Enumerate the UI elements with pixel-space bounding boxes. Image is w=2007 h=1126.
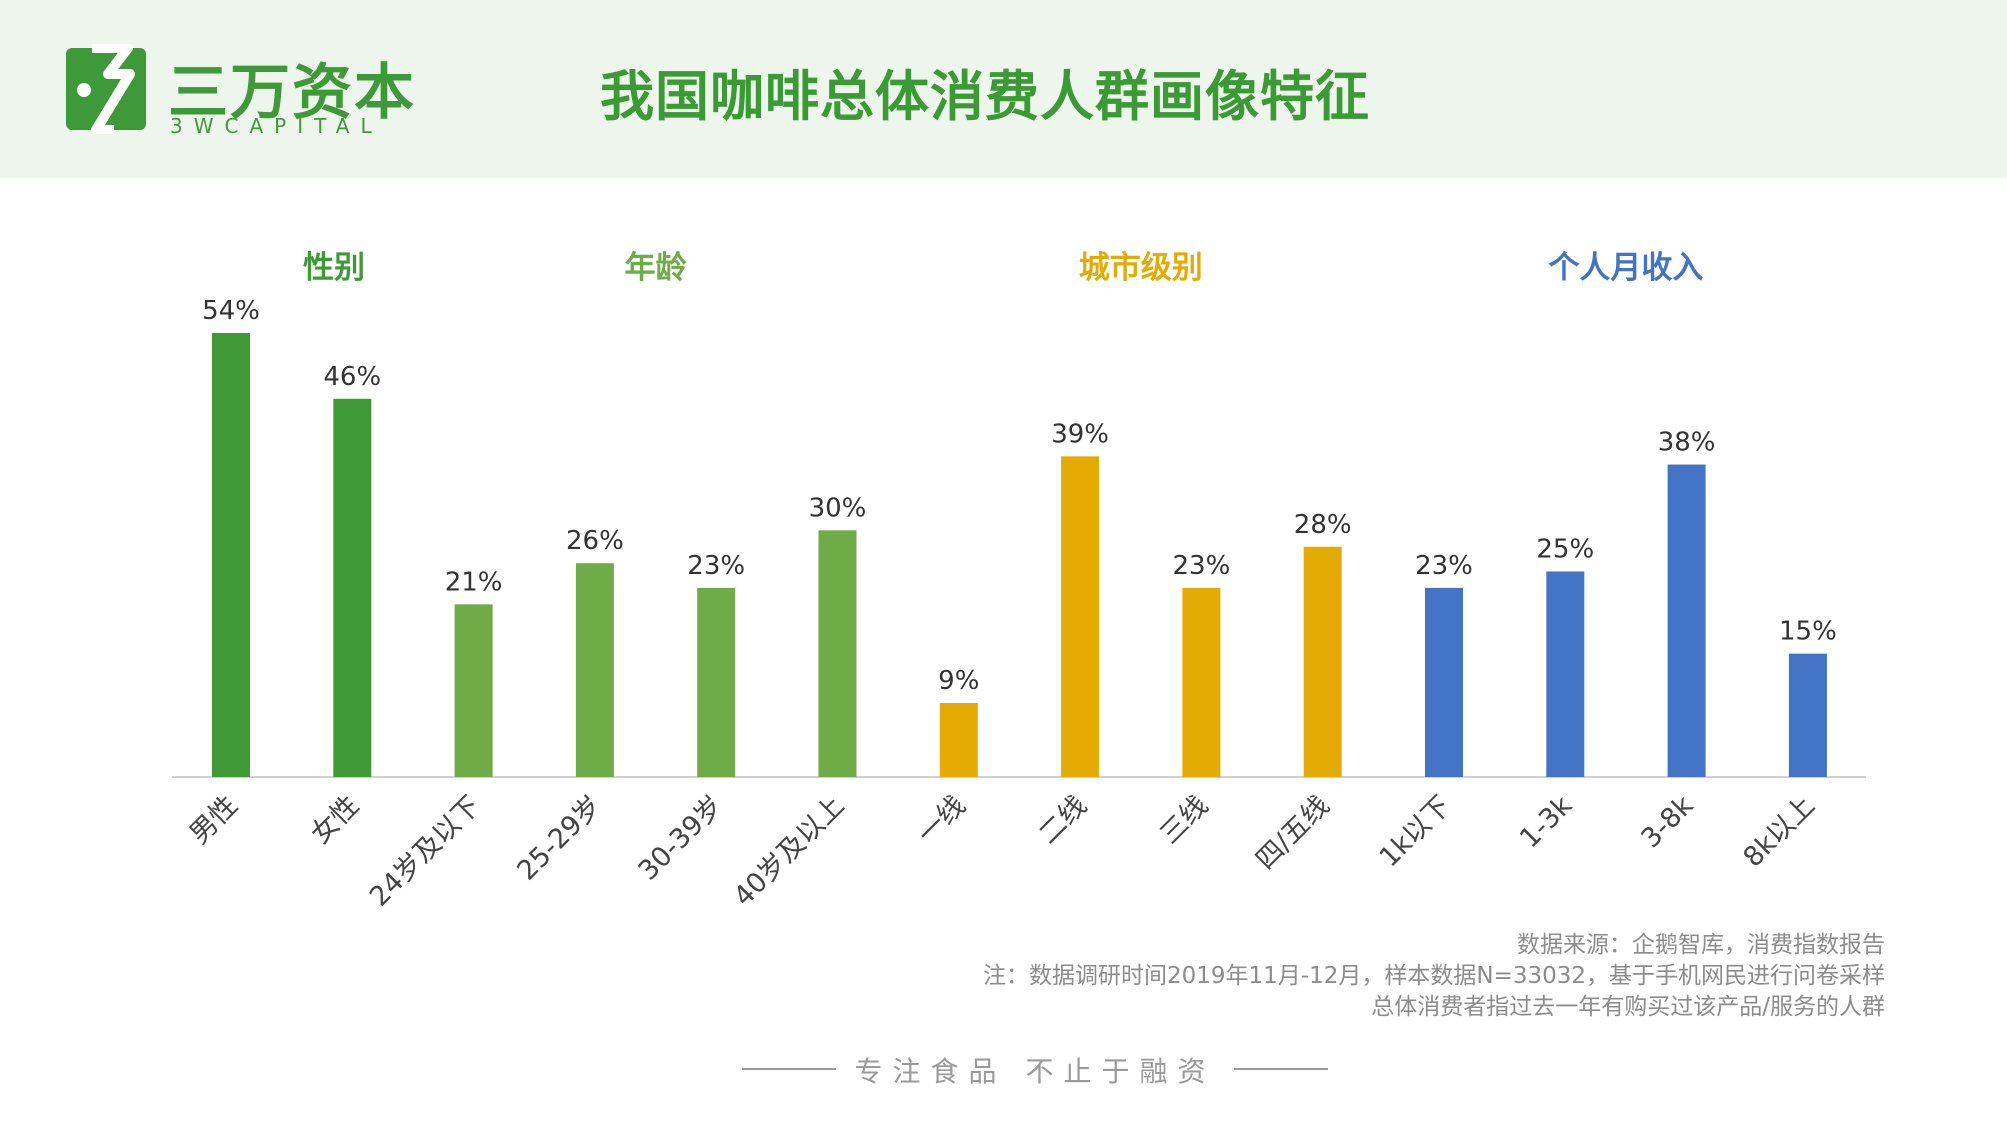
category-tick-label: 24岁及以下 [364, 790, 487, 913]
footer-slogan: 专注食品 不止于融资 [742, 1048, 1328, 1088]
bar-value-label: 54% [202, 296, 260, 326]
category-tick-label: 8k以上 [1738, 790, 1821, 873]
logo-text-en: 3WCAPITAL [170, 114, 383, 138]
group-label: 年龄 [625, 250, 687, 286]
category-tick-label: 一线 [912, 790, 972, 850]
bar [454, 604, 493, 777]
category-tick-label: 二线 [1033, 790, 1093, 850]
bar [697, 587, 736, 777]
group-label: 个人月收入 [1548, 250, 1703, 286]
bar-value-label: 23% [1415, 551, 1473, 581]
bar [1788, 653, 1827, 777]
source-line-3: 总体消费者指过去一年有购买过该产品/服务的人群 [1371, 994, 1885, 1020]
category-tick-label: 1-3k [1514, 790, 1578, 854]
bar-value-label: 9% [938, 666, 979, 696]
category-tick-label: 男性 [184, 790, 244, 850]
category-tick-label: 3-8k [1635, 790, 1699, 854]
bar [1061, 456, 1100, 777]
bar-value-label: 21% [445, 567, 503, 597]
bar-value-label: 39% [1051, 419, 1109, 449]
bar-value-label: 23% [1173, 551, 1231, 581]
bar-chart: 54% 男性 46% 女性 性别 21% 24岁及以下 26% 25-29岁 23% 30-39岁 3… [172, 250, 1866, 913]
header-band: 三万资本 3WCAPITAL 我国咖啡总体消费人群画像特征 [0, 0, 2007, 178]
bar [1667, 464, 1706, 777]
group-label: 城市级别 [1079, 250, 1203, 286]
category-tick-label: 三线 [1154, 790, 1214, 850]
bar [575, 563, 614, 777]
bar [1546, 571, 1585, 777]
data-source-note: 数据来源：企鹅智库，消费指数报告 注：数据调研时间2019年11月-12月，样本… [785, 930, 1885, 1023]
footer-divider-right [1234, 1068, 1328, 1070]
bar-value-label: 46% [323, 362, 381, 392]
bar-value-label: 38% [1658, 428, 1716, 458]
source-line-1: 数据来源：企鹅智库，消费指数报告 [1517, 932, 1885, 958]
logo-mark-icon [66, 44, 146, 134]
bar-value-label: 15% [1779, 617, 1837, 647]
footer-divider-left [742, 1068, 836, 1070]
bar [1303, 546, 1342, 777]
page-title: 我国咖啡总体消费人群画像特征 [600, 65, 1370, 128]
bar [333, 398, 372, 777]
bar-value-label: 26% [566, 526, 624, 556]
bar [818, 530, 857, 777]
category-tick-label: 25-29岁 [511, 790, 607, 886]
category-tick-label: 40岁及以上 [728, 790, 851, 913]
bar-value-label: 23% [687, 551, 745, 581]
category-tick-label: 四/五线 [1250, 790, 1336, 876]
bar [212, 333, 250, 777]
bar [939, 703, 978, 777]
brand-logo: 三万资本 3WCAPITAL [66, 44, 426, 144]
logo-text-cn: 三万资本 [168, 58, 416, 128]
category-tick-label: 30-39岁 [633, 790, 729, 886]
footer-slogan-text: 专注食品 不止于融资 [854, 1055, 1216, 1088]
bar-value-label: 28% [1294, 510, 1352, 540]
bar-value-label: 30% [809, 493, 867, 523]
category-tick-label: 女性 [305, 790, 365, 850]
category-tick-label: 1k以下 [1374, 790, 1457, 873]
bar [1182, 587, 1221, 777]
group-label: 性别 [303, 250, 365, 286]
bar-value-label: 25% [1536, 534, 1594, 564]
bar [1425, 587, 1463, 777]
source-line-2: 注：数据调研时间2019年11月-12月，样本数据N=33032，基于手机网民进… [982, 963, 1885, 989]
